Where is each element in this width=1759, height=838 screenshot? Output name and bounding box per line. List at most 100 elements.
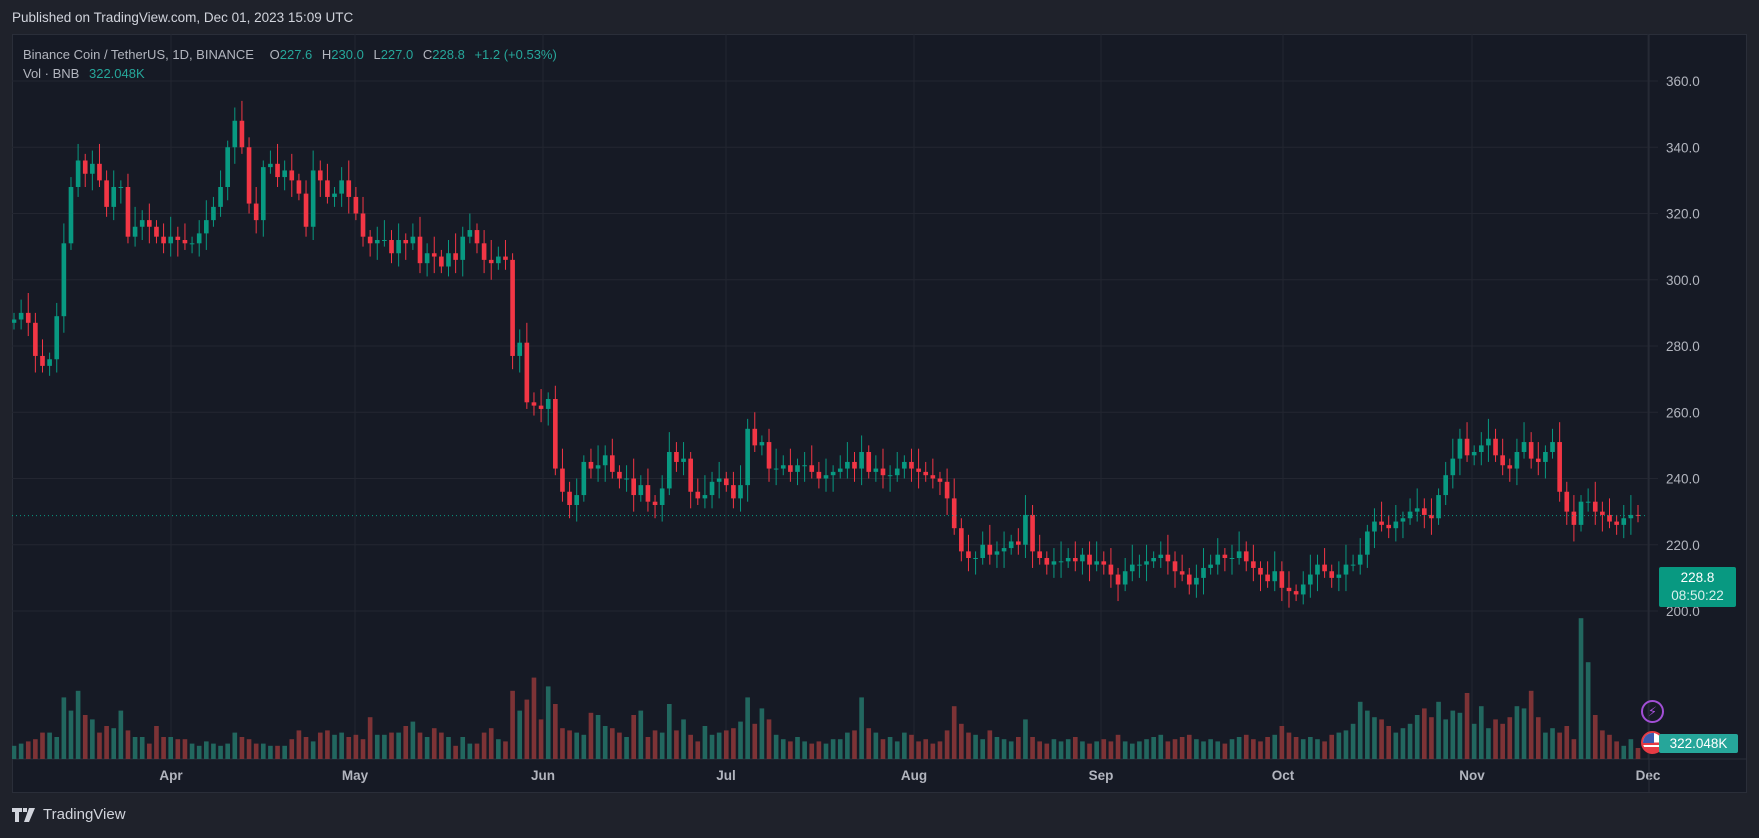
candle-body <box>1194 577 1199 585</box>
candle-body <box>1293 591 1299 595</box>
candle-body <box>553 399 558 469</box>
candle-body <box>374 240 380 244</box>
volume-bar <box>823 743 829 759</box>
volume-bar <box>1065 739 1071 759</box>
x-tick-label: May <box>342 768 369 783</box>
volume-bar <box>1194 739 1199 759</box>
candle-body <box>788 465 793 472</box>
candle-body <box>1635 514 1641 516</box>
candle-body <box>275 163 280 178</box>
candle-body <box>282 170 287 178</box>
candle-body <box>1372 521 1377 532</box>
volume-bar <box>1158 734 1164 759</box>
volume-bar <box>1571 739 1577 759</box>
candle-body <box>90 163 95 174</box>
candle-body <box>902 461 907 469</box>
symbol-legend-row: Binance Coin / TetherUS, 1D, BINANCE O22… <box>23 45 557 64</box>
candle-body <box>602 455 608 466</box>
y-tick-label: 320.0 <box>1666 207 1700 222</box>
chart-pane[interactable] <box>12 34 1747 793</box>
volume-bar <box>780 739 786 759</box>
candle-body <box>567 491 572 505</box>
volume-bar <box>1115 734 1121 759</box>
volume-bar <box>1322 741 1327 759</box>
volume-bar <box>1585 662 1591 759</box>
volume-bar <box>1137 741 1142 759</box>
volume-bar <box>1222 743 1228 759</box>
candle-body <box>12 319 17 323</box>
candle-body <box>1087 554 1092 565</box>
volume-bar <box>182 739 188 759</box>
candle-body <box>1172 561 1178 572</box>
candlestick-chart[interactable]: 200.0 220.0 240.0 260.0 280.0 300.0 320.0 340.0… <box>12 34 1747 793</box>
candle-body <box>1065 558 1071 562</box>
candle-body <box>1122 571 1128 585</box>
candle-body <box>97 163 102 181</box>
volume-bar <box>1072 737 1078 759</box>
volume-bar <box>595 715 601 759</box>
candle-body <box>82 160 88 174</box>
candle-body <box>68 187 74 244</box>
candle-body <box>211 206 216 221</box>
volume-bar <box>1165 741 1171 759</box>
volume-bar <box>1308 737 1313 759</box>
candle-body <box>731 485 736 499</box>
candle-body <box>1215 554 1221 565</box>
volume-label[interactable]: Vol · BNB <box>23 66 80 81</box>
y-tick-label: 220.0 <box>1666 538 1700 553</box>
symbol-title[interactable]: Binance Coin / TetherUS, 1D, BINANCE <box>23 47 254 62</box>
volume-bar <box>1108 741 1114 759</box>
volume-bar <box>966 732 971 759</box>
candle-body <box>859 452 864 469</box>
candle-body <box>645 485 651 502</box>
volume-bar <box>12 745 17 759</box>
candle-body <box>574 495 580 505</box>
lightning-icon[interactable]: ⚡ <box>1641 700 1664 723</box>
volume-bar <box>1229 739 1235 759</box>
volume-bar <box>1365 710 1370 759</box>
candle-body <box>175 236 181 240</box>
volume-bar <box>1543 732 1548 759</box>
volume-bar <box>909 734 914 759</box>
volume-bar <box>1521 708 1527 759</box>
candle-body <box>132 226 138 237</box>
published-label: Published on TradingView.com, Dec 01, 20… <box>12 10 354 25</box>
candle-body <box>1300 584 1306 595</box>
candle-body <box>802 465 807 467</box>
volume-bar <box>232 732 238 759</box>
tradingview-brand[interactable]: TradingView <box>43 806 126 823</box>
volume-bar <box>1208 739 1213 759</box>
candle-body <box>303 193 309 227</box>
volume-bar <box>617 732 622 759</box>
candle-body <box>531 402 537 406</box>
candle-body <box>1080 554 1085 562</box>
volume-bar <box>666 704 672 759</box>
last-price: 228.8 <box>1680 570 1715 585</box>
candle-body <box>1016 541 1021 545</box>
candle-body <box>204 220 209 234</box>
candle-body <box>866 452 872 472</box>
candle-body <box>1201 567 1206 578</box>
volume-bar <box>303 737 309 759</box>
candle-body <box>1186 574 1192 585</box>
volume-bar <box>845 732 850 759</box>
volume-bar <box>916 741 921 759</box>
candle-body <box>225 147 230 187</box>
candle-body <box>930 475 936 479</box>
candle-body <box>823 475 829 479</box>
volume-bar <box>873 732 879 759</box>
candle-body <box>894 468 900 476</box>
volume-bar <box>745 697 750 759</box>
volume-bar <box>923 739 929 759</box>
candle-body <box>1072 558 1078 562</box>
volume-bar <box>325 730 330 759</box>
volume-bar <box>1279 726 1285 759</box>
volume-bar <box>1008 741 1014 759</box>
candle-body <box>1030 514 1035 552</box>
volume-bar <box>1265 737 1270 759</box>
candle-body <box>417 236 423 264</box>
volume-bar <box>1044 743 1050 759</box>
x-tick-label: Oct <box>1272 768 1295 783</box>
candle-body <box>510 259 515 356</box>
candle-body <box>40 355 45 366</box>
